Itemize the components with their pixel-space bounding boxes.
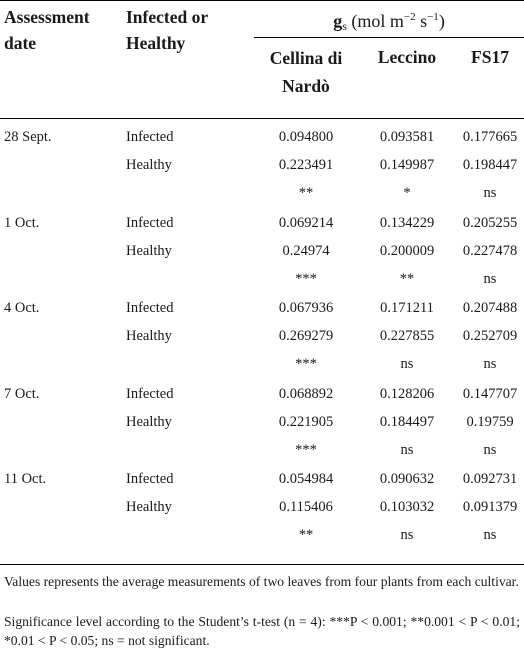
- top-rule: [0, 0, 524, 1]
- cell-healthy-value: 0.223491: [278, 157, 334, 173]
- header-gs-unit: gs (mol m−2 s−1): [254, 4, 524, 39]
- header-assessment-date: Assessment date: [4, 7, 90, 53]
- gs-exp2: −1: [427, 11, 439, 23]
- cell-significance: **: [298, 527, 314, 543]
- row-date: 4 Oct.: [4, 300, 40, 316]
- cell-significance: ns: [483, 441, 497, 458]
- table-footnote-2: Significance level according to the Stud…: [4, 614, 520, 648]
- gs-unit-pre: (mol m: [351, 11, 404, 31]
- row-date: 7 Oct.: [4, 385, 40, 402]
- cell-significance: ns: [483, 270, 497, 287]
- cell-significance: ***: [295, 270, 317, 287]
- header-infected-or-healthy: Infected or Healthy: [126, 7, 208, 53]
- cell-infected-value: 0.171211: [380, 300, 434, 316]
- row-label-healthy: Healthy: [126, 157, 172, 173]
- cell-infected-value: 0.090632: [379, 471, 435, 487]
- cell-healthy-value: 0.24974: [282, 242, 330, 259]
- cell-healthy-value: 0.149987: [379, 157, 435, 173]
- cell-significance: ***: [295, 441, 317, 458]
- cell-significance: ns: [483, 356, 497, 372]
- cell-healthy-value: 0.103032: [379, 499, 435, 515]
- header-cultivar-3: FS17: [471, 47, 509, 67]
- cell-infected-value: 0.128206: [379, 385, 435, 402]
- cell-infected-value: 0.069214: [278, 214, 334, 231]
- cell-healthy-value: 0.091379: [462, 499, 518, 515]
- cell-significance: ns: [400, 356, 414, 372]
- cell-infected-value: 0.067936: [278, 300, 334, 316]
- cell-infected-value: 0.054984: [278, 471, 334, 487]
- gs-unit-mid: s: [415, 11, 428, 31]
- cell-healthy-value: 0.200009: [379, 242, 435, 259]
- header-cultivar-1: Cellina di Nardò: [269, 48, 343, 96]
- cell-healthy-value: 0.19759: [466, 413, 514, 430]
- row-label-healthy: Healthy: [126, 328, 172, 344]
- cell-significance: ns: [400, 527, 414, 543]
- cell-healthy-value: 0.184497: [379, 413, 435, 430]
- table-footnote-1: Values represents the average measuremen…: [4, 574, 519, 589]
- row-label-infected: Infected: [126, 129, 174, 145]
- cell-infected-value: 0.147707: [462, 385, 518, 402]
- cell-infected-value: 0.177665: [462, 129, 518, 145]
- cell-infected-value: 0.094800: [278, 129, 334, 145]
- cell-significance: ns: [400, 441, 414, 458]
- cell-significance: *: [403, 185, 411, 201]
- cell-healthy-value: 0.221905: [278, 413, 334, 430]
- row-label-infected: Infected: [126, 471, 174, 487]
- row-date: 1 Oct.: [4, 214, 40, 231]
- gs-symbol: g: [333, 11, 343, 31]
- cell-infected-value: 0.093581: [379, 129, 435, 145]
- header-rule: [0, 118, 524, 119]
- cell-infected-value: 0.134229: [379, 214, 435, 231]
- row-label-healthy: Healthy: [126, 499, 172, 515]
- cell-infected-value: 0.068892: [278, 385, 334, 402]
- cell-healthy-value: 0.227855: [379, 328, 435, 344]
- row-label-healthy: Healthy: [126, 413, 172, 430]
- header-cultivar-2: Leccino: [377, 47, 437, 67]
- cell-infected-value: 0.207488: [462, 300, 518, 316]
- gs-subrule: [254, 37, 524, 38]
- gs-exp1: −2: [403, 11, 416, 23]
- row-label-healthy: Healthy: [126, 242, 172, 259]
- cell-healthy-value: 0.115406: [279, 499, 333, 515]
- cell-infected-value: 0.205255: [462, 214, 518, 231]
- cell-significance: ns: [483, 185, 497, 201]
- cell-significance: ns: [483, 527, 497, 543]
- cell-healthy-value: 0.252709: [462, 328, 518, 344]
- row-label-infected: Infected: [126, 385, 174, 402]
- cell-significance: **: [399, 270, 415, 287]
- row-label-infected: Infected: [126, 214, 174, 231]
- cell-healthy-value: 0.269279: [278, 328, 334, 344]
- bottom-rule: [0, 564, 524, 565]
- gs-subscript: s: [342, 19, 347, 33]
- gs-unit-close: ): [438, 11, 445, 31]
- cell-healthy-value: 0.198447: [462, 157, 518, 173]
- cell-infected-value: 0.092731: [462, 471, 518, 487]
- row-label-infected: Infected: [126, 300, 174, 316]
- cell-healthy-value: 0.227478: [462, 242, 518, 259]
- row-date: 11 Oct.: [4, 471, 47, 487]
- cell-significance: **: [298, 185, 314, 201]
- cell-significance: ***: [295, 356, 317, 372]
- row-date: 28 Sept.: [4, 129, 52, 145]
